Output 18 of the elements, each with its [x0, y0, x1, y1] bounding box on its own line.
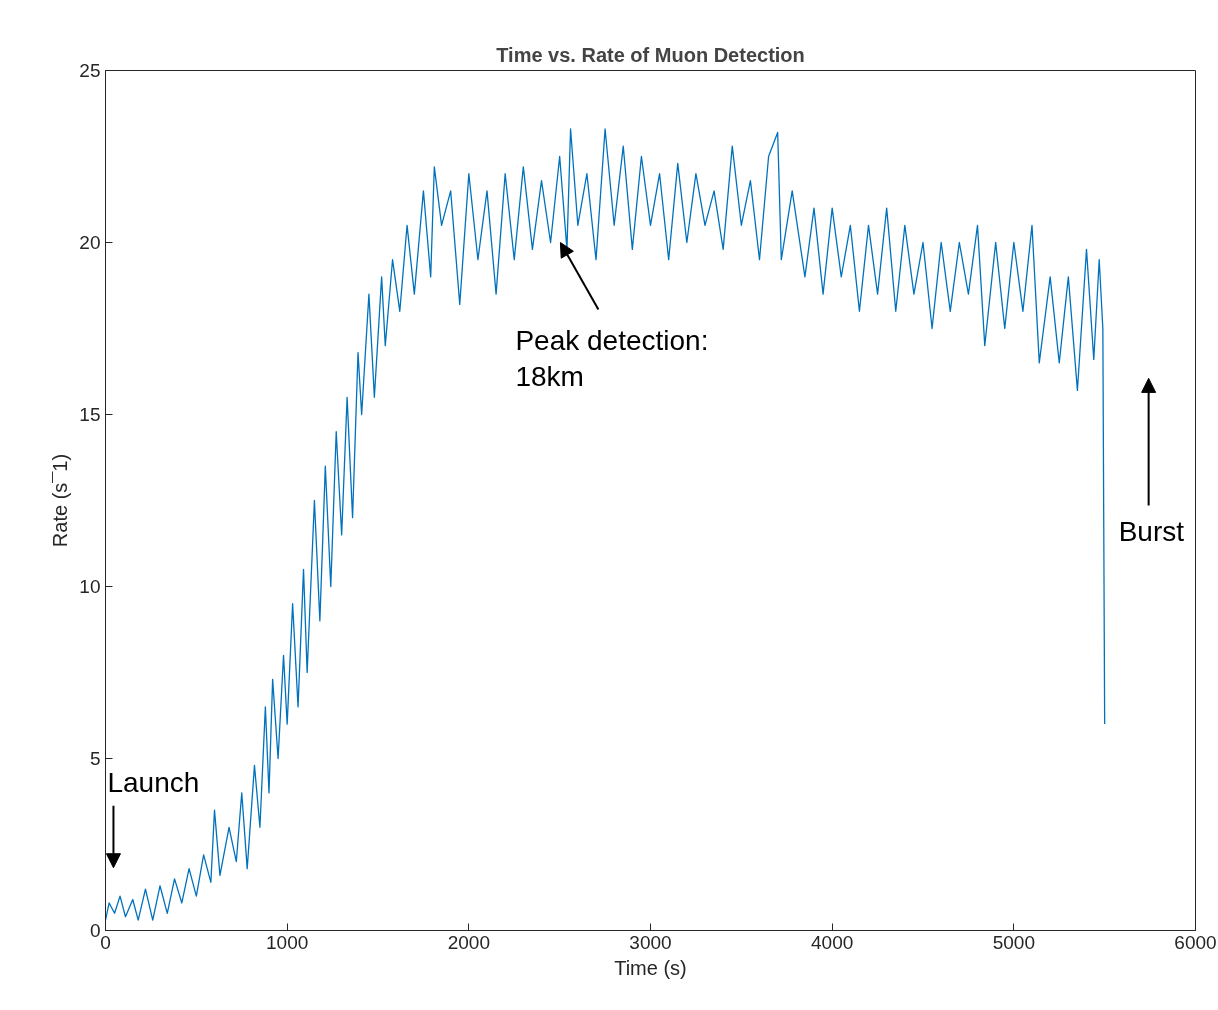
annotation: Peak detection: 18km [515, 324, 709, 392]
line-series [105, 128, 1106, 921]
x-tick-label: 1000 [266, 931, 309, 953]
x-axis-title: Time (s) [614, 956, 687, 979]
y-tick-label: 15 [79, 404, 101, 425]
annotation: Burst [1118, 516, 1185, 548]
x-tick-label: 5000 [992, 931, 1035, 953]
annotation: Launch [107, 766, 200, 798]
chart-title: Time vs. Rate of Muon Detection [496, 43, 805, 66]
y-tick-label: 25 [79, 60, 101, 81]
x-tick-label: 2000 [447, 931, 490, 953]
x-tick-label: 6000 [1174, 931, 1217, 953]
y-tick-label: 10 [79, 576, 101, 597]
x-tick-label: 3000 [629, 931, 672, 953]
y-axis-title: Rate (s¯1) [49, 453, 72, 548]
y-tick-label: 5 [89, 748, 101, 769]
y-tick-label: 20 [79, 232, 101, 253]
x-tick-label: 4000 [811, 931, 854, 953]
